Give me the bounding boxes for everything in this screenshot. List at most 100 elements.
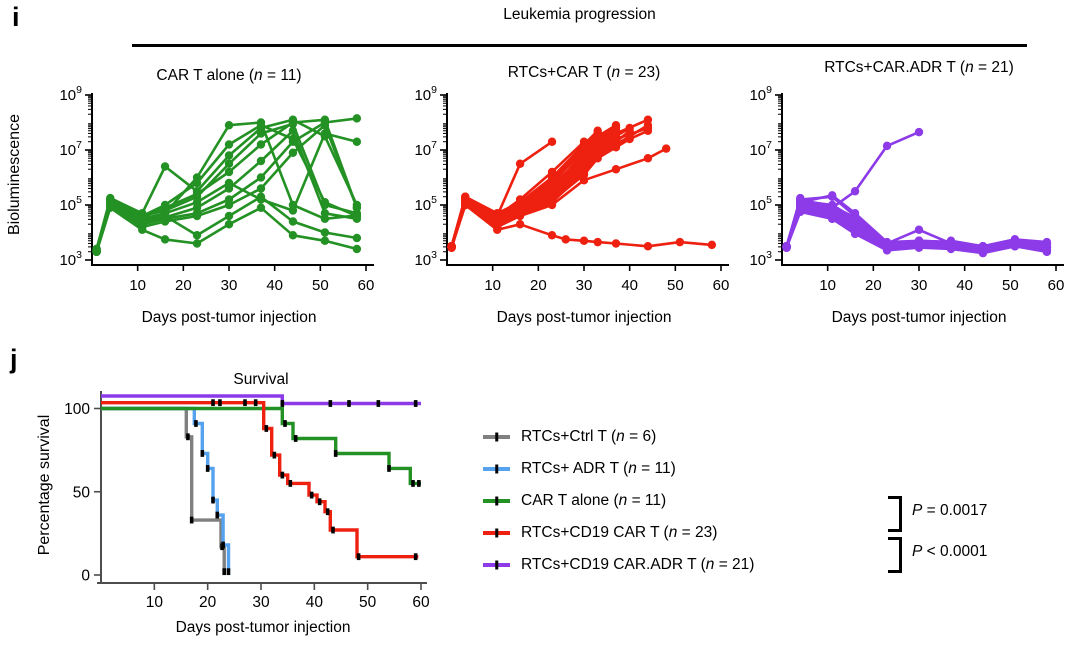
- data-point: [352, 137, 362, 146]
- censor-tick: [411, 480, 415, 487]
- data-point: [611, 165, 621, 174]
- chart2-x-axis-label: Days post-tumor injection: [496, 309, 672, 326]
- data-point: [224, 140, 234, 149]
- censor-tick: [205, 465, 210, 472]
- data-point: [850, 187, 860, 196]
- censor-tick: [264, 425, 269, 432]
- data-point: [288, 231, 298, 240]
- censor-tick: [288, 480, 293, 487]
- x-tick-label: 60: [358, 277, 375, 294]
- x-tick-label: 60: [412, 594, 430, 611]
- censor-tick: [211, 496, 215, 504]
- censor-tick: [222, 568, 226, 576]
- data-point: [288, 134, 298, 144]
- censor-tick: [215, 511, 220, 519]
- data-point: [224, 151, 234, 160]
- data-point: [547, 188, 557, 197]
- legend-row-4: RTCs+CD19 CAR.ADR T (n = 21): [483, 554, 754, 576]
- data-point: [138, 218, 147, 228]
- x-tick-label: 50: [1002, 277, 1019, 294]
- legend-line-marker: [483, 563, 510, 567]
- x-tick-label: 20: [199, 594, 217, 611]
- data-point: [662, 144, 671, 153]
- data-point: [828, 207, 837, 217]
- legend-row-0: RTCs+Ctrl T (n = 6): [483, 426, 754, 448]
- censor-tick: [387, 465, 391, 472]
- data-point: [192, 189, 202, 199]
- censor-tick: [317, 498, 322, 506]
- leukemia-progression-header: Leukemia progression: [503, 6, 656, 23]
- data-point: [224, 178, 234, 188]
- data-point: [579, 170, 589, 179]
- data-point: [138, 211, 147, 221]
- survival-title: Survival: [233, 371, 289, 388]
- legend-label: RTCs+Ctrl T (n = 6): [521, 428, 657, 445]
- data-point: [256, 173, 266, 182]
- data-point: [352, 233, 362, 243]
- legend-row-3: RTCs+CD19 CAR T (n = 23): [483, 522, 754, 544]
- data-point: [946, 244, 956, 254]
- mouse-trace: [95, 206, 359, 254]
- censor-tick: [253, 399, 258, 407]
- legend-row-1: RTCs+ ADR T (n = 11): [483, 458, 754, 480]
- data-point: [320, 209, 330, 218]
- data-point: [320, 228, 330, 237]
- data-point: [352, 203, 362, 212]
- mouse-trace: [95, 195, 359, 251]
- data-point: [138, 225, 147, 234]
- censor-tick: [211, 399, 215, 407]
- data-point: [192, 198, 202, 207]
- data-point: [92, 244, 101, 254]
- data-point: [160, 162, 170, 171]
- censor-tick: [272, 451, 277, 459]
- survival-curve: [101, 406, 231, 575]
- data-point: [643, 126, 653, 135]
- leukemia-chart-rtcs-car-t: 103 105 107 109 10 20 30 40 50 60: [414, 84, 729, 294]
- data-point: [914, 225, 924, 234]
- data-point: [160, 235, 170, 244]
- data-point: [192, 239, 202, 248]
- data-point: [978, 248, 988, 258]
- data-point: [288, 206, 298, 215]
- legend-row-2: CAR T alone (n = 11): [483, 490, 754, 512]
- chart1-x-axis-label: Days post-tumor injection: [141, 309, 317, 326]
- bioluminescence-axis-label: Bioluminescence: [6, 114, 23, 235]
- data-point: [579, 236, 589, 245]
- mouse-trace: [450, 203, 714, 248]
- data-point: [352, 244, 362, 254]
- data-point: [593, 154, 602, 163]
- data-point: [1042, 247, 1052, 256]
- legend-line-marker: [483, 531, 510, 535]
- legend-line-marker: [483, 499, 510, 503]
- data-point: [611, 132, 621, 141]
- x-tick-label: 50: [312, 277, 329, 294]
- data-point: [611, 239, 621, 248]
- x-tick-label: 30: [911, 277, 928, 294]
- data-point: [547, 231, 557, 240]
- p-value-2: P < 0.0001: [912, 543, 988, 560]
- x-tick-label: 50: [667, 277, 684, 294]
- mouse-trace: [95, 123, 359, 254]
- data-point: [256, 192, 266, 201]
- censor-tick: [189, 516, 194, 524]
- data-point: [593, 134, 602, 144]
- data-point: [256, 140, 266, 149]
- x-tick-label: 50: [359, 594, 377, 611]
- data-point: [579, 137, 589, 146]
- censor-tick: [200, 450, 205, 457]
- x-tick-label: 40: [956, 277, 973, 294]
- legend-label: RTCs+CD19 CAR.ADR T (n = 21): [521, 556, 755, 573]
- y-tick-label: 103: [414, 249, 437, 269]
- data-point: [625, 134, 634, 144]
- censor-tick: [413, 400, 418, 407]
- data-point: [882, 141, 892, 151]
- p-value-bracket-2: [888, 537, 902, 573]
- data-point: [160, 211, 170, 221]
- x-tick-label: 20: [175, 277, 192, 294]
- x-tick-label: 20: [530, 277, 547, 294]
- data-point: [547, 196, 557, 206]
- data-point: [320, 198, 330, 207]
- y-tick-label: 103: [59, 249, 82, 269]
- censor-tick: [243, 399, 247, 407]
- mouse-trace: [450, 129, 650, 248]
